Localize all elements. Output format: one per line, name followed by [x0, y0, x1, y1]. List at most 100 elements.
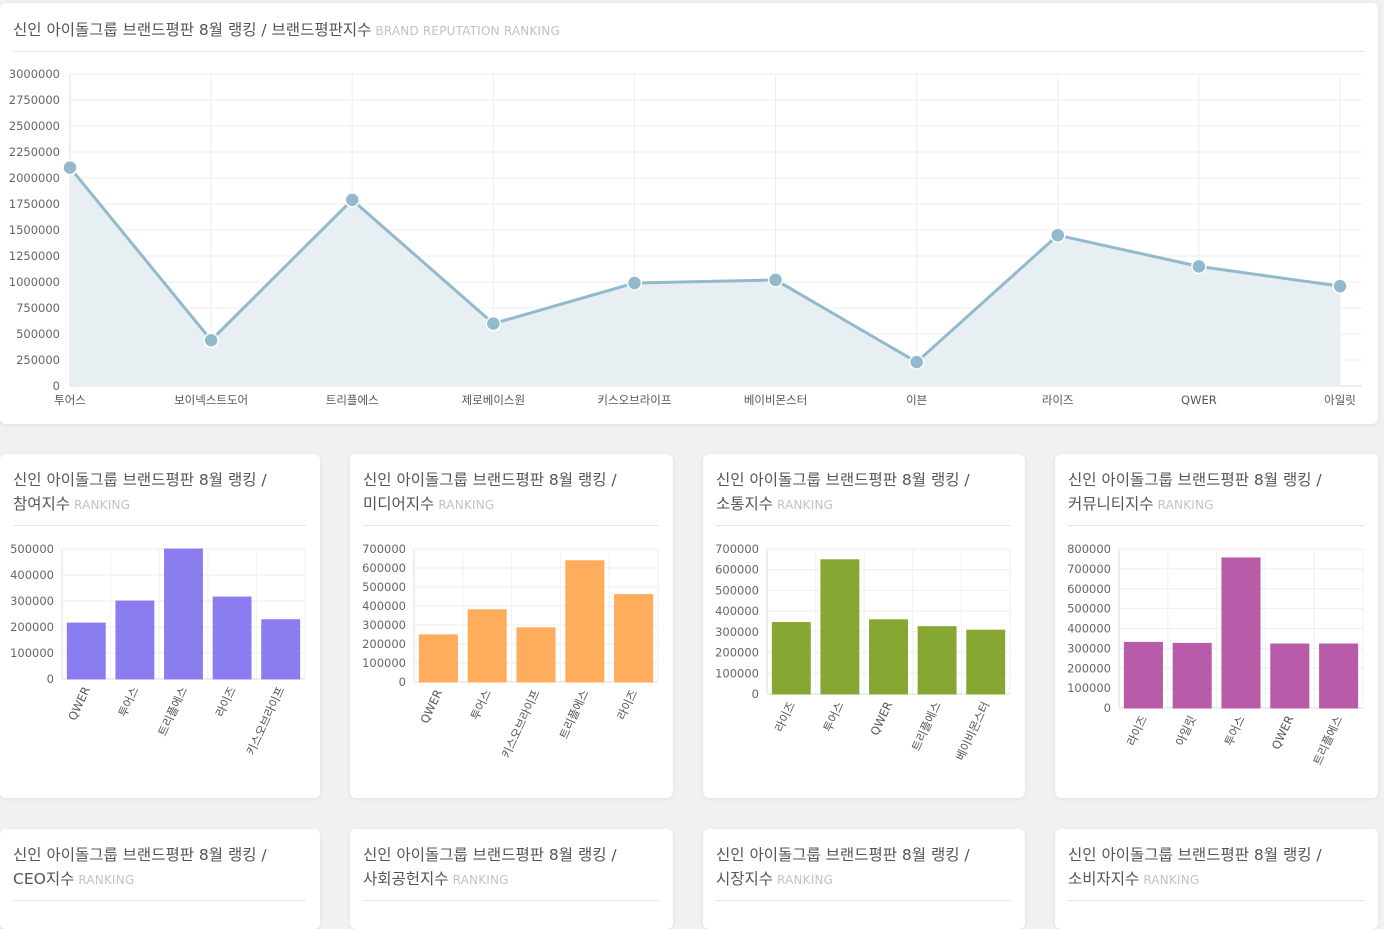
main-data-point: [908, 354, 925, 370]
main-chart-card: 신인 아이돌그룹 브랜드평판 8월 랭킹 / 브랜드평판지수 BRAND REPU…: [0, 3, 1378, 424]
main-y-tick-label: 1750000: [9, 197, 60, 211]
bar-y-tick-label: 200000: [10, 620, 54, 634]
main-y-tick-label: 750000: [16, 301, 60, 315]
market-title-main: 시장지수: [716, 870, 774, 888]
bar-x-tick-label: QWER: [65, 684, 93, 722]
community-subtitle: RANKING: [1157, 498, 1214, 512]
bar-mark: [164, 548, 203, 680]
bar-x-tick-label: QWER: [867, 699, 895, 737]
main-x-tick-label: 베이비몬스터: [744, 393, 807, 407]
main-x-tick-label: 투어스: [54, 393, 86, 407]
bar-y-tick-label: 600000: [1067, 582, 1111, 596]
media-title: 신인 아이돌그룹 브랜드평판 8월 랭킹 / 미디어지수 RANKING: [363, 468, 659, 526]
bar-y-tick-label: 700000: [1067, 562, 1111, 576]
bar-y-tick-label: 600000: [715, 563, 759, 577]
main-y-tick-label: 2250000: [9, 145, 60, 159]
main-data-point: [203, 332, 219, 348]
bar-mark: [66, 622, 106, 680]
social-card: 신인 아이돌그룹 브랜드평판 8월 랭킹 / 사회공헌지수 RANKING: [350, 829, 673, 929]
media-bar-chart: 0 100000 200000 300000 400000 500000 600000 700…: [362, 542, 659, 760]
media-title-prefix: 신인 아이돌그룹 브랜드평판 8월 랭킹 /: [363, 471, 617, 489]
bar-y-tick-label: 500000: [715, 583, 759, 597]
main-y-tick-label: 2000000: [9, 171, 60, 185]
bar-y-tick-label: 100000: [1067, 681, 1111, 695]
bar-x-tick-label: 라이즈: [213, 684, 239, 719]
main-line-chart: 0 250000 500000 750000 1000000 1250000 1500000…: [9, 67, 1362, 407]
ceo-title-main: CEO지수: [13, 870, 75, 888]
communication-card: 신인 아이돌그룹 브랜드평판 8월 랭킹 / 소통지수 RANKING 0 1000…: [703, 454, 1025, 798]
bar-x-tick-label: 라이즈: [614, 687, 640, 722]
main-chart-title: 신인 아이돌그룹 브랜드평판 8월 랭킹 / 브랜드평판지수 BRAND REPU…: [13, 18, 1364, 52]
ceo-title: 신인 아이돌그룹 브랜드평판 8월 랭킹 / CEO지수 RANKING: [13, 843, 306, 901]
main-x-tick-label: 제로베이스원: [462, 393, 525, 407]
bar-y-tick-label: 300000: [362, 618, 406, 632]
bar-mark: [212, 596, 252, 680]
bar-y-tick-label: 0: [752, 687, 759, 701]
bar-y-tick-label: 100000: [715, 666, 759, 680]
main-x-tick-label: 아일릿: [1324, 393, 1356, 407]
bar-y-tick-label: 100000: [10, 646, 54, 660]
main-y-tick-label: 1500000: [9, 223, 60, 237]
bar-x-tick-label: 키스오브라이프: [243, 684, 287, 757]
bar-x-tick-label: 키스오브라이프: [499, 687, 543, 760]
communication-subtitle: RANKING: [777, 498, 834, 512]
bar-y-tick-label: 300000: [10, 594, 54, 608]
bar-x-tick-label: 투어스: [468, 687, 494, 722]
bar-y-tick-label: 500000: [362, 580, 406, 594]
media-title-main: 미디어지수: [363, 495, 435, 513]
bar-mark: [771, 622, 811, 695]
bar-y-tick-label: 700000: [715, 542, 759, 556]
main-x-tick-label: QWER: [1181, 393, 1217, 407]
main-x-tick-label: 이븐: [906, 393, 927, 407]
bar-x-tick-label: 트리플에스: [1310, 713, 1345, 767]
bar-x-tick-label: QWER: [1269, 713, 1297, 751]
bar-y-tick-label: 0: [1104, 701, 1111, 715]
main-area-fill: [70, 167, 1340, 386]
bar-y-tick-label: 0: [47, 672, 54, 686]
participation-title: 신인 아이돌그룹 브랜드평판 8월 랭킹 / 참여지수 RANKING: [13, 468, 306, 526]
consumer-card: 신인 아이돌그룹 브랜드평판 8월 랭킹 / 소비자지수 RANKING: [1055, 829, 1378, 929]
bar-mark: [869, 619, 908, 695]
ceo-title-prefix: 신인 아이돌그룹 브랜드평판 8월 랭킹 /: [13, 846, 267, 864]
market-subtitle: RANKING: [777, 873, 834, 887]
bar-y-tick-label: 700000: [362, 542, 406, 556]
bar-mark: [1172, 642, 1212, 709]
participation-subtitle: RANKING: [74, 498, 131, 512]
community-title-main: 커뮤니티지수: [1068, 495, 1154, 513]
community-bar-chart: 0 100000 200000 300000 400000 500000 600000 700…: [1067, 542, 1364, 767]
bar-x-tick-label: 투어스: [1222, 713, 1248, 748]
bar-y-tick-label: 200000: [715, 646, 759, 660]
bar-y-tick-label: 300000: [715, 625, 759, 639]
bar-mark: [516, 627, 556, 683]
participation-card: 신인 아이돌그룹 브랜드평판 8월 랭킹 / 참여지수 RANKING 0 1000…: [0, 454, 320, 798]
ceo-subtitle: RANKING: [78, 873, 135, 887]
bar-mark: [418, 634, 458, 683]
main-y-tick-label: 0: [53, 379, 60, 393]
bar-y-tick-label: 200000: [1067, 661, 1111, 675]
bar-x-tick-label: 트리플에스: [556, 687, 591, 741]
main-data-point: [1050, 227, 1066, 243]
community-title: 신인 아이돌그룹 브랜드평판 8월 랭킹 / 커뮤니티지수 RANKING: [1068, 468, 1364, 526]
bar-y-tick-label: 400000: [715, 604, 759, 618]
main-data-point: [485, 315, 502, 332]
bar-y-tick-label: 800000: [1067, 542, 1111, 556]
bar-mark: [565, 560, 605, 683]
bar-x-tick-label: 라이즈: [772, 699, 798, 734]
bar-y-tick-label: 400000: [10, 568, 54, 582]
bar-mark: [1270, 643, 1310, 709]
consumer-title-prefix: 신인 아이돌그룹 브랜드평판 8월 랭킹 /: [1068, 846, 1322, 864]
bar-mark: [614, 594, 654, 683]
main-y-tick-label: 2750000: [9, 93, 60, 107]
main-data-point: [344, 192, 360, 208]
main-x-tick-label: 트리플에스: [326, 393, 379, 407]
ceo-card: 신인 아이돌그룹 브랜드평판 8월 랭킹 / CEO지수 RANKING: [0, 829, 320, 929]
community-card: 신인 아이돌그룹 브랜드평판 8월 랭킹 / 커뮤니티지수 RANKING 0 10…: [1055, 454, 1378, 798]
bar-y-tick-label: 300000: [1067, 641, 1111, 655]
social-subtitle: RANKING: [452, 873, 509, 887]
consumer-subtitle: RANKING: [1143, 873, 1200, 887]
main-chart-title-text: 신인 아이돌그룹 브랜드평판 8월 랭킹 / 브랜드평판지수: [13, 21, 372, 39]
participation-bar-chart: 0 100000 200000 300000 400000 500000 QWER 투어스 트리…: [10, 542, 306, 757]
bar-y-tick-label: 600000: [362, 561, 406, 575]
bar-mark: [1221, 557, 1261, 709]
market-title-prefix: 신인 아이돌그룹 브랜드평판 8월 랭킹 /: [716, 846, 970, 864]
